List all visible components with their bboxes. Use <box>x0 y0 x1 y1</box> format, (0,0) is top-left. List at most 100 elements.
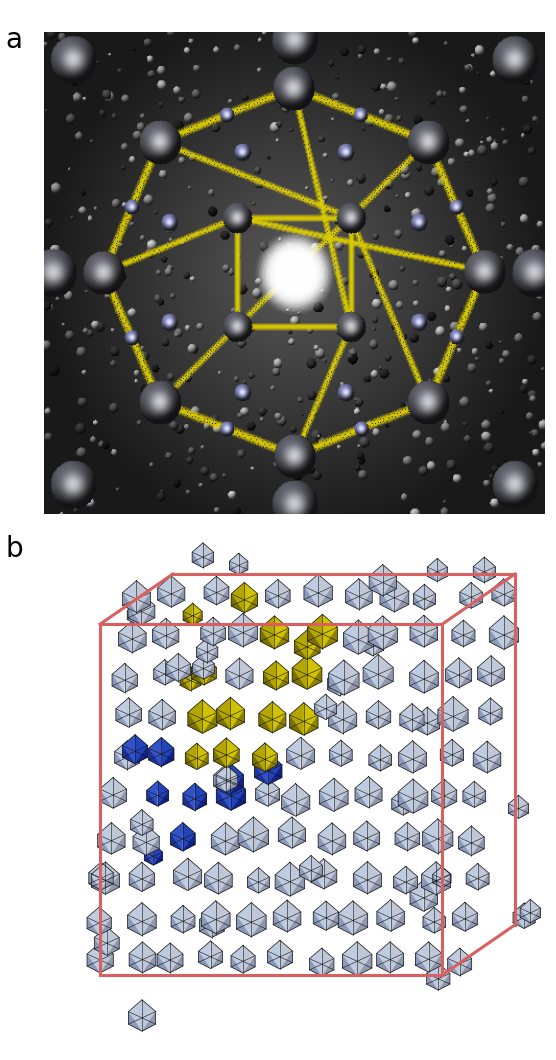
Polygon shape <box>272 702 286 732</box>
Polygon shape <box>424 891 438 912</box>
Polygon shape <box>131 819 142 835</box>
Polygon shape <box>315 694 336 704</box>
Polygon shape <box>226 658 240 689</box>
Polygon shape <box>142 873 155 891</box>
Polygon shape <box>255 753 282 764</box>
Polygon shape <box>394 866 418 877</box>
Polygon shape <box>136 603 146 624</box>
Polygon shape <box>166 630 179 649</box>
Polygon shape <box>413 594 424 609</box>
Polygon shape <box>146 836 159 855</box>
Polygon shape <box>519 795 529 818</box>
Polygon shape <box>403 799 414 815</box>
Polygon shape <box>275 629 289 649</box>
Polygon shape <box>423 907 445 917</box>
Polygon shape <box>459 658 471 688</box>
Polygon shape <box>200 908 212 937</box>
Polygon shape <box>128 697 141 727</box>
Polygon shape <box>421 874 436 895</box>
Polygon shape <box>216 577 229 605</box>
Polygon shape <box>413 741 426 773</box>
Polygon shape <box>362 640 373 656</box>
Polygon shape <box>265 580 278 608</box>
Polygon shape <box>287 912 301 932</box>
Polygon shape <box>324 870 337 889</box>
Polygon shape <box>230 553 248 561</box>
Polygon shape <box>463 781 474 808</box>
Polygon shape <box>107 937 119 955</box>
Polygon shape <box>395 823 408 851</box>
Polygon shape <box>362 631 384 640</box>
Polygon shape <box>369 789 382 808</box>
Polygon shape <box>508 795 519 818</box>
Polygon shape <box>145 844 153 865</box>
Polygon shape <box>530 908 540 923</box>
Polygon shape <box>286 738 315 749</box>
Polygon shape <box>122 735 148 745</box>
Polygon shape <box>464 630 475 647</box>
Polygon shape <box>207 638 218 662</box>
Polygon shape <box>354 822 367 851</box>
Polygon shape <box>133 825 146 855</box>
Polygon shape <box>240 670 253 689</box>
Polygon shape <box>216 709 230 729</box>
Polygon shape <box>243 626 257 647</box>
Polygon shape <box>342 954 357 975</box>
Polygon shape <box>383 629 398 650</box>
Polygon shape <box>142 863 155 891</box>
Polygon shape <box>265 580 290 590</box>
Polygon shape <box>369 577 383 596</box>
Polygon shape <box>354 862 381 873</box>
Polygon shape <box>315 704 326 720</box>
Polygon shape <box>183 905 195 933</box>
Polygon shape <box>327 669 351 678</box>
Polygon shape <box>344 633 358 654</box>
Polygon shape <box>129 954 142 973</box>
Polygon shape <box>329 660 359 673</box>
Polygon shape <box>359 579 372 609</box>
Polygon shape <box>231 946 243 973</box>
Polygon shape <box>129 873 142 891</box>
Polygon shape <box>198 941 211 969</box>
Polygon shape <box>379 701 391 728</box>
Polygon shape <box>452 620 475 630</box>
Polygon shape <box>383 616 398 650</box>
Polygon shape <box>380 579 409 591</box>
Polygon shape <box>440 740 464 749</box>
Polygon shape <box>492 589 504 606</box>
Polygon shape <box>415 718 427 735</box>
Polygon shape <box>131 810 153 819</box>
Polygon shape <box>322 948 334 976</box>
Polygon shape <box>231 594 245 613</box>
Polygon shape <box>290 714 304 736</box>
Polygon shape <box>286 749 301 770</box>
Polygon shape <box>530 899 540 923</box>
Polygon shape <box>412 714 424 731</box>
Polygon shape <box>465 913 478 932</box>
Polygon shape <box>329 740 341 766</box>
Polygon shape <box>363 654 393 668</box>
Polygon shape <box>196 638 218 648</box>
Polygon shape <box>145 852 153 865</box>
Polygon shape <box>264 660 289 672</box>
Polygon shape <box>373 631 384 656</box>
Polygon shape <box>276 672 289 690</box>
Polygon shape <box>142 942 156 973</box>
Polygon shape <box>342 702 357 734</box>
Polygon shape <box>319 791 334 811</box>
Polygon shape <box>459 826 484 837</box>
Polygon shape <box>307 641 320 659</box>
Polygon shape <box>171 576 185 607</box>
Polygon shape <box>158 791 168 807</box>
Polygon shape <box>112 664 137 674</box>
Polygon shape <box>392 789 414 799</box>
Polygon shape <box>158 587 171 607</box>
Polygon shape <box>185 743 208 753</box>
Polygon shape <box>132 621 146 653</box>
Polygon shape <box>100 942 113 973</box>
Polygon shape <box>127 903 142 936</box>
Polygon shape <box>122 581 150 593</box>
Polygon shape <box>238 830 254 852</box>
Polygon shape <box>98 823 125 834</box>
Polygon shape <box>464 620 475 647</box>
